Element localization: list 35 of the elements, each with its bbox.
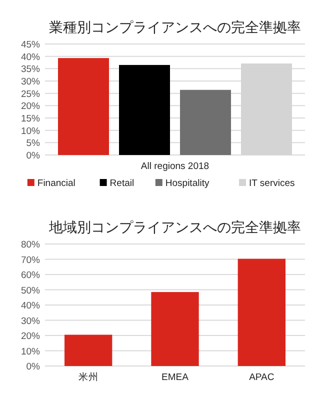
y-tick-label: 80%: [20, 240, 41, 250]
bar: [58, 58, 109, 155]
y-tick-label: 15%: [20, 114, 41, 124]
chart-title: 地域別コンプライアンスへの完全準拠率: [48, 219, 301, 235]
y-tick-label: 10%: [20, 346, 41, 358]
chart-title: 業種別コンプライアンスへの完全準拠率: [49, 19, 301, 35]
y-tick-label: 35%: [20, 64, 41, 76]
legend-label: IT services: [249, 178, 295, 189]
y-tick-label: 70%: [20, 254, 41, 266]
bar: [238, 258, 286, 366]
bar: [180, 90, 231, 155]
legend-label: Financial: [37, 178, 76, 189]
bar: [119, 64, 170, 155]
y-tick-label: 0%: [26, 362, 41, 372]
x-tick-label: 米州: [78, 371, 98, 383]
y-tick-label: 30%: [20, 316, 41, 327]
y-tick-label: 45%: [20, 40, 41, 50]
x-tick-label: All regions 2018: [140, 161, 210, 172]
x-tick-label: APAC: [249, 372, 274, 383]
y-tick-label: 60%: [20, 270, 41, 281]
y-tick-label: 25%: [20, 88, 41, 100]
x-tick-label: EMEA: [162, 372, 190, 383]
y-tick-label: 40%: [20, 52, 41, 63]
bar: [64, 334, 112, 366]
legend-label: Retail: [110, 178, 134, 189]
y-tick-label: 5%: [26, 138, 41, 150]
legend-label: Hospitality: [165, 178, 210, 189]
y-tick-label: 20%: [20, 331, 41, 342]
bar: [151, 292, 199, 366]
y-tick-label: 0%: [26, 150, 41, 162]
y-tick-label: 50%: [20, 285, 41, 296]
y-tick-label: 30%: [20, 76, 41, 88]
y-tick-label: 20%: [20, 101, 41, 112]
y-tick-label: 10%: [20, 126, 41, 137]
y-tick-label: 40%: [20, 300, 41, 312]
